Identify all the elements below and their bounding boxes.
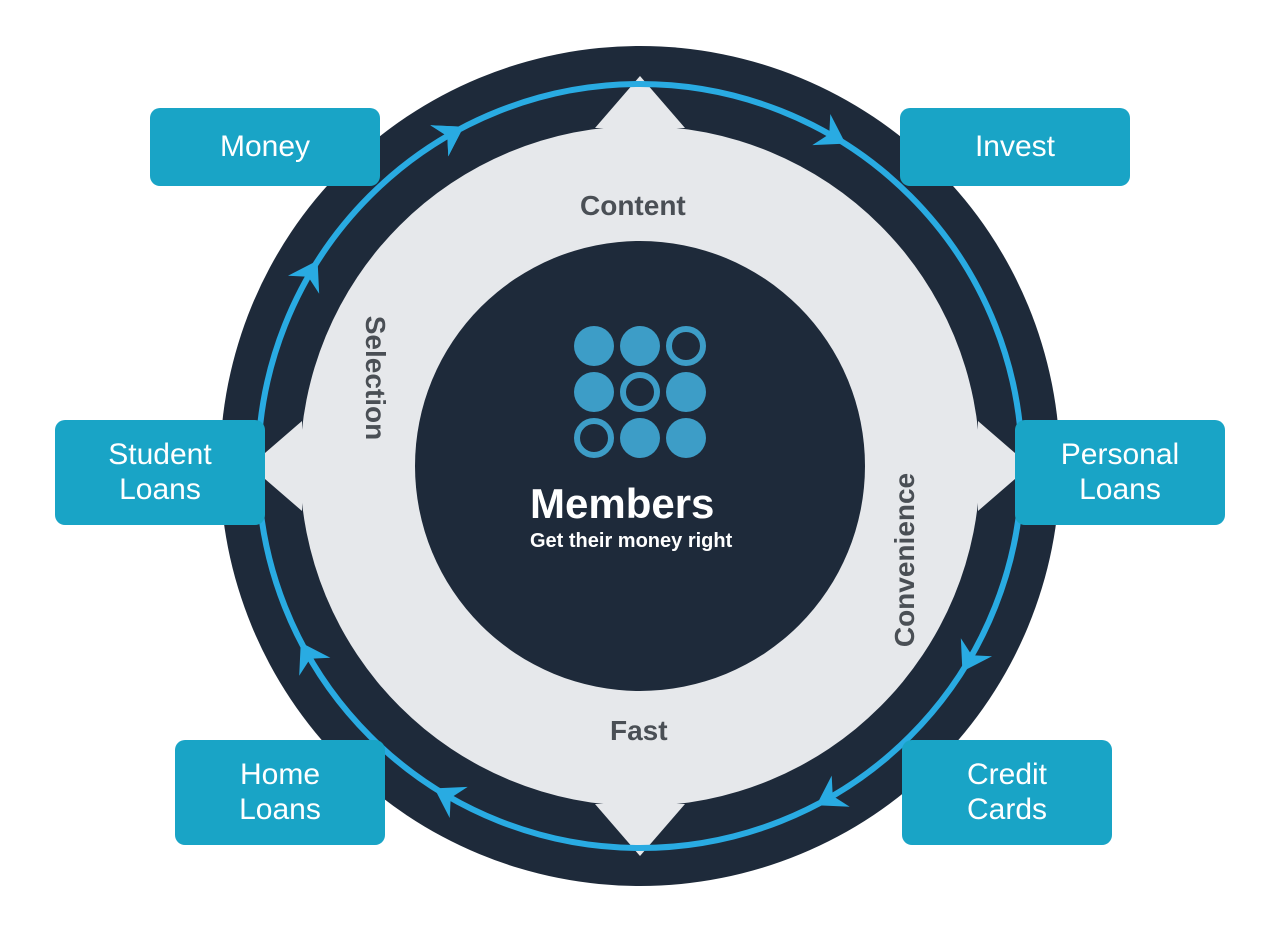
pill-invest: Invest bbox=[900, 108, 1130, 186]
pill-credit-cards: CreditCards bbox=[902, 740, 1112, 845]
ring-label-fast: Fast bbox=[610, 715, 668, 747]
pill-student-loans: StudentLoans bbox=[55, 420, 265, 525]
ring-label-content: Content bbox=[580, 190, 686, 222]
ring-label-selection: Selection bbox=[359, 316, 391, 440]
pill-home-loans: HomeLoans bbox=[175, 740, 385, 845]
center-title: Members bbox=[530, 480, 714, 528]
diagram-root: { "type": "circular-flow-infographic", "… bbox=[0, 0, 1280, 932]
pill-money: Money bbox=[150, 108, 380, 186]
pill-personal-loans: PersonalLoans bbox=[1015, 420, 1225, 525]
ring-label-convenience: Convenience bbox=[889, 473, 921, 647]
center-subtitle: Get their money right bbox=[530, 530, 732, 553]
